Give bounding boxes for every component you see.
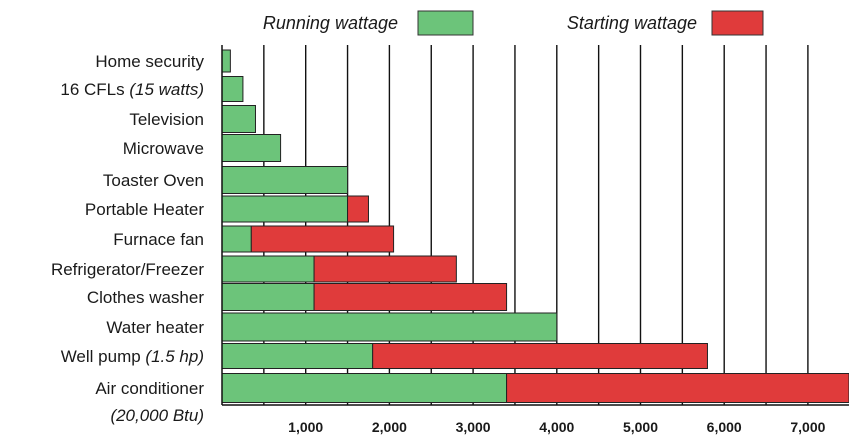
category-labels: Home security 16 CFLs (15 watts) Televisio… bbox=[51, 52, 205, 425]
x-tick-label: 1,000 bbox=[288, 419, 323, 435]
bar-running bbox=[221, 105, 256, 133]
bar-starting bbox=[250, 225, 395, 253]
bar-running bbox=[221, 49, 231, 73]
category-label: Portable Heater bbox=[85, 200, 204, 219]
category-label: Refrigerator/Freezer bbox=[51, 260, 204, 279]
category-label: Microwave bbox=[123, 139, 204, 158]
x-tick-label: 7,000 bbox=[790, 419, 825, 435]
grid-lines bbox=[263, 45, 809, 405]
bars bbox=[221, 49, 849, 403]
category-label: Air conditioner bbox=[95, 379, 204, 398]
bar-running bbox=[221, 225, 252, 253]
bar-running bbox=[221, 195, 349, 223]
bar-running bbox=[221, 312, 558, 342]
x-tick-label: 4,000 bbox=[539, 419, 574, 435]
bar-starting bbox=[506, 373, 849, 403]
category-label-note: (20,000 Btu) bbox=[110, 406, 204, 425]
category-label: Furnace fan bbox=[113, 230, 204, 249]
category-label: Clothes washer bbox=[87, 288, 205, 307]
category-label: 16 CFLs (15 watts) bbox=[60, 80, 204, 99]
x-tick-label: 2,000 bbox=[372, 419, 407, 435]
x-tick-label: 3,000 bbox=[456, 419, 491, 435]
bar-starting bbox=[313, 283, 508, 311]
category-label: Well pump (1.5 hp) bbox=[61, 347, 204, 366]
legend-running-label: Running wattage bbox=[263, 13, 398, 33]
legend-running-swatch bbox=[417, 10, 474, 36]
x-tick-label: 6,000 bbox=[707, 419, 742, 435]
category-label: Television bbox=[129, 110, 204, 129]
bar-running bbox=[221, 76, 244, 102]
category-label: Water heater bbox=[106, 318, 204, 337]
bar-starting bbox=[313, 255, 457, 283]
bar-starting bbox=[347, 195, 369, 223]
category-label: Home security bbox=[95, 52, 204, 71]
bar-running bbox=[221, 373, 508, 403]
bar-running bbox=[221, 283, 315, 311]
legend-starting-label: Starting wattage bbox=[567, 13, 697, 33]
bar-starting bbox=[372, 343, 708, 369]
legend-starting-swatch bbox=[711, 10, 764, 36]
bar-running bbox=[221, 255, 315, 283]
bar-running bbox=[221, 343, 374, 369]
bar-running bbox=[221, 166, 349, 194]
legend: Running wattage Starting wattage bbox=[263, 10, 764, 36]
x-tick-labels: 1,000 2,000 3,000 4,000 5,000 6,000 7,000 bbox=[288, 419, 825, 435]
bar-running bbox=[221, 134, 282, 162]
x-tick-label: 5,000 bbox=[623, 419, 658, 435]
category-label: Toaster Oven bbox=[103, 171, 204, 190]
